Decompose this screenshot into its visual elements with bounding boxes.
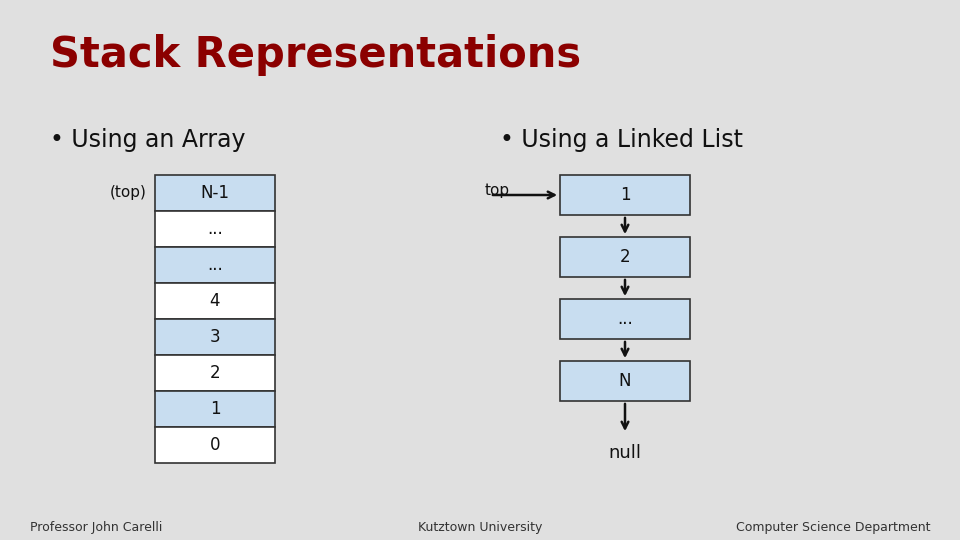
- Text: (top): (top): [110, 186, 147, 200]
- Text: 3: 3: [209, 328, 220, 346]
- Bar: [155, 247, 275, 283]
- Text: 2: 2: [209, 364, 220, 382]
- Text: ...: ...: [207, 220, 223, 238]
- Bar: [155, 211, 275, 247]
- Text: 1: 1: [620, 186, 631, 204]
- Bar: [155, 175, 275, 211]
- Bar: [155, 391, 275, 427]
- Text: N: N: [619, 372, 632, 390]
- Text: 4: 4: [209, 292, 220, 310]
- Text: • Using an Array: • Using an Array: [50, 128, 246, 152]
- Bar: [155, 283, 275, 319]
- Text: 2: 2: [620, 248, 631, 266]
- Text: • Using a Linked List: • Using a Linked List: [500, 128, 743, 152]
- Text: 0: 0: [209, 436, 220, 454]
- Text: ...: ...: [617, 310, 633, 328]
- Bar: [155, 319, 275, 355]
- Bar: [560, 175, 690, 215]
- Text: Stack Representations: Stack Representations: [50, 34, 581, 76]
- Text: Kutztown University: Kutztown University: [418, 522, 542, 535]
- Text: top: top: [485, 183, 510, 198]
- Text: Computer Science Department: Computer Science Department: [735, 522, 930, 535]
- Bar: [560, 237, 690, 277]
- Bar: [155, 355, 275, 391]
- Bar: [560, 299, 690, 339]
- Bar: [560, 361, 690, 401]
- Text: 1: 1: [209, 400, 220, 418]
- Text: N-1: N-1: [201, 184, 229, 202]
- Bar: [155, 427, 275, 463]
- Text: null: null: [609, 444, 641, 462]
- Text: ...: ...: [207, 256, 223, 274]
- Text: Professor John Carelli: Professor John Carelli: [30, 522, 162, 535]
